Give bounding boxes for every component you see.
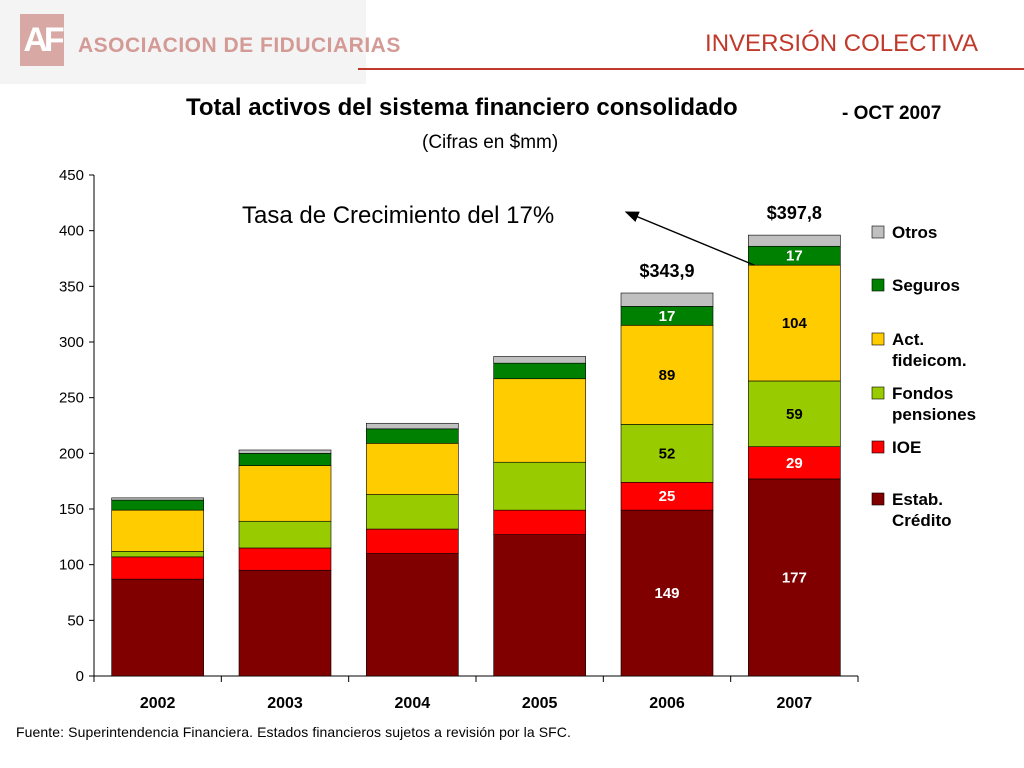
y-tick-label: 400 [59, 223, 84, 240]
x-tick-label: 2004 [395, 695, 431, 712]
bar-segment [111, 551, 204, 558]
bar-segment [748, 380, 841, 447]
bar-segment [366, 428, 459, 444]
legend-label: IOE [892, 438, 921, 457]
bar-segment [493, 534, 586, 677]
bar-segment [493, 509, 586, 535]
y-tick-label: 100 [59, 557, 84, 574]
y-tick-label: 450 [59, 167, 84, 184]
bar-segment [748, 478, 841, 677]
y-tick-label: 150 [59, 501, 84, 518]
bar-segment [366, 528, 459, 554]
logo-area: AF ASOCIACION DE FIDUCIARIAS [0, 0, 400, 84]
x-tick-label: 2002 [140, 695, 176, 712]
legend: Otros Seguros Act. fideicom. Fondos pensiones… [871, 223, 976, 530]
bar-segment [111, 499, 204, 511]
total-label: $397,8 [767, 203, 822, 223]
bar-segment [238, 520, 332, 549]
legend-label: Otros [892, 223, 937, 242]
x-tick-label: 2003 [267, 695, 303, 712]
bar-segment [620, 509, 714, 677]
y-tick-label: 200 [59, 445, 84, 462]
bar-segment [366, 494, 459, 530]
data-label: 25 [659, 488, 676, 505]
legend-swatch [871, 440, 885, 454]
bar-segment [748, 234, 841, 247]
x-tick-label: 2007 [777, 695, 813, 712]
bar-segment [238, 547, 332, 571]
bar-segment [620, 292, 714, 307]
growth-annotation: Tasa de Crecimiento del 17% [242, 202, 554, 229]
legend-label: Estab. Crédito [892, 490, 952, 530]
data-label: 17 [659, 308, 676, 325]
legend-label: Seguros [892, 276, 960, 295]
section-title: INVERSIÓN COLECTIVA [705, 30, 978, 57]
data-label: 149 [654, 585, 679, 602]
bar-segment [620, 424, 714, 483]
total-label: $343,9 [639, 261, 694, 281]
legend-label: Fondos pensiones [892, 384, 976, 424]
bar-segment [111, 497, 204, 501]
bar-segment [748, 264, 841, 382]
source-note: Fuente: Superintendencia Financiera. Est… [16, 724, 571, 740]
bar-segment [366, 422, 459, 430]
header-divider [358, 68, 1024, 70]
y-tick-label: 50 [67, 612, 84, 629]
y-tick-label: 0 [76, 668, 84, 685]
data-label: 29 [786, 455, 803, 472]
annotation-arrow [624, 211, 755, 266]
legend-swatch [871, 225, 885, 239]
bar-segment [493, 356, 586, 364]
data-label: 52 [659, 445, 676, 462]
legend-swatch [871, 278, 885, 292]
data-label: 104 [782, 315, 808, 332]
bar-segment [111, 556, 204, 580]
bar-segment [493, 362, 586, 380]
bar-segment [238, 453, 332, 466]
chart-title: Total activos del sistema financiero con… [186, 94, 738, 121]
legend-swatch [871, 492, 885, 506]
chart-date: - OCT 2007 [842, 103, 942, 124]
y-tick-label: 300 [59, 334, 84, 351]
bar-segment [620, 324, 714, 425]
legend-label: Act. fideicom. [892, 330, 967, 370]
bar-segment [493, 378, 586, 463]
data-label: 89 [659, 367, 676, 384]
y-tick-label: 350 [59, 278, 84, 295]
logo-mark: AF [20, 14, 65, 66]
bar-segment [366, 443, 459, 495]
bar-segment [620, 481, 714, 511]
bar-segment [111, 578, 204, 677]
logo-text: ASOCIACION DE FIDUCIARIAS [78, 34, 401, 57]
bar-segment [238, 465, 332, 522]
bar-segment [111, 509, 204, 552]
bar-segment [366, 553, 459, 677]
y-tick-label: 250 [59, 390, 84, 407]
x-tick-label: 2005 [522, 695, 558, 712]
bar-segment [238, 569, 332, 677]
x-tick-label: 2006 [649, 695, 685, 712]
data-label: 59 [786, 406, 803, 423]
bar-segment [748, 446, 841, 480]
legend-swatch [871, 386, 885, 400]
data-label: 17 [786, 248, 803, 265]
bar-segment [493, 461, 586, 511]
bar-segment [238, 449, 332, 454]
chart-subtitle: (Cifras en $mm) [422, 132, 559, 153]
data-label: 177 [782, 569, 807, 586]
legend-swatch [871, 332, 885, 346]
